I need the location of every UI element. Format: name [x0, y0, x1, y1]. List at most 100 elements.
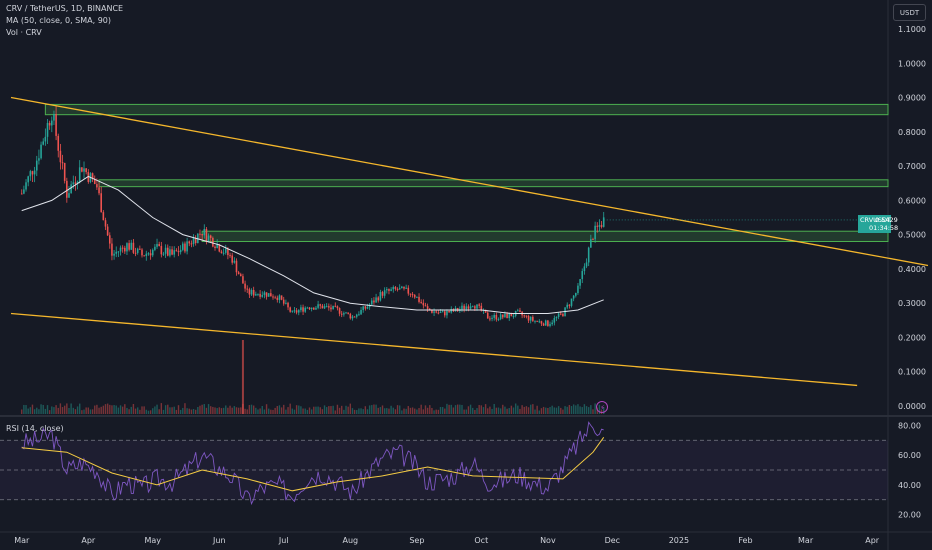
candle-body [424, 305, 427, 307]
volume-bar [504, 406, 506, 414]
price-axis-label: 0.1000 [898, 368, 926, 377]
candle-body [182, 243, 184, 250]
volume-bar [154, 406, 156, 414]
time-axis-label: Apr [865, 536, 880, 545]
volume-bar [68, 407, 70, 414]
candle-body [263, 292, 266, 295]
volume-bar [353, 409, 356, 414]
volume-bar [590, 405, 592, 414]
candle-body [542, 323, 545, 326]
ma-legend[interactable]: MA (50, close, 0, SMA, 90) [6, 16, 112, 25]
candle-body [587, 247, 590, 263]
candle-body [386, 289, 388, 291]
candle-body [501, 314, 504, 318]
candle-body [602, 217, 605, 227]
last-price-tag: CRVUSDT 0.5429 01:34:58 [858, 215, 898, 233]
volume-bar [379, 407, 382, 414]
volume-bar [218, 407, 221, 414]
volume-bar [364, 406, 367, 414]
candle-body [486, 312, 489, 319]
volume-bar [583, 404, 586, 414]
volume-bar [98, 407, 100, 414]
volume-bar [132, 404, 135, 414]
candle-body [29, 171, 32, 177]
candle-body [532, 316, 534, 321]
volume-bar [416, 409, 418, 414]
candle-body [351, 316, 354, 319]
volume-bar [493, 403, 495, 414]
candle-body [392, 287, 395, 290]
volume-bar [182, 407, 184, 414]
candle-body [394, 287, 397, 289]
candle-body [310, 307, 313, 310]
volume-bar [549, 407, 551, 414]
volume-bar [431, 407, 433, 414]
volume-bar [227, 407, 229, 414]
candle-body [439, 312, 442, 314]
rsi-legend[interactable]: RSI (14, close) [6, 424, 64, 433]
candle-body [134, 252, 137, 254]
candle-body [317, 304, 319, 308]
volume-bar [568, 404, 571, 414]
candle-body [145, 253, 148, 257]
candle-body [188, 241, 191, 244]
candle-body [169, 249, 171, 256]
volume-bar [265, 404, 268, 414]
candle-body [480, 305, 483, 311]
volume-bar [388, 408, 390, 414]
volume-bar [424, 405, 427, 414]
candle-body [319, 304, 322, 306]
candle-body [139, 248, 141, 250]
volume-bar [450, 404, 452, 414]
candle-body [218, 244, 221, 252]
volume-bar [476, 408, 478, 414]
candle-body [467, 306, 470, 309]
volume-bar [489, 406, 491, 414]
volume-bar [274, 407, 276, 414]
volume-bar [66, 403, 68, 414]
volume-bar [160, 403, 163, 414]
candle-body [162, 253, 165, 255]
volume-bar [308, 407, 311, 414]
symbol-legend[interactable]: CRV / TetherUS, 1D, BINANCE [6, 4, 124, 13]
candle-body [177, 251, 180, 253]
candle-body [31, 171, 34, 175]
candle-body [373, 300, 375, 303]
volume-bar [137, 407, 139, 414]
currency-button[interactable]: USDT [893, 4, 926, 21]
candle-body [106, 226, 109, 236]
candle-body [297, 310, 300, 313]
candle-body [401, 286, 403, 289]
candle-body [381, 292, 384, 296]
candle-body [274, 297, 276, 299]
candle-body [91, 173, 94, 179]
candle-body [600, 225, 603, 227]
volume-bar [268, 408, 270, 414]
support-resistance-zone [44, 103, 889, 116]
candle-body [171, 249, 173, 255]
candle-body [340, 313, 343, 315]
volume-bar [542, 406, 545, 414]
volume-bar [300, 406, 302, 414]
price-axis-label: 0.0000 [898, 402, 926, 411]
volume-bar [59, 403, 62, 414]
rsi-ma-line [21, 437, 605, 492]
rsi-axis-label: 40.00 [898, 481, 921, 490]
candle-body [493, 314, 495, 318]
price-axis-label: 0.7000 [898, 162, 926, 171]
volume-bar [478, 404, 480, 414]
candle-body [119, 247, 122, 252]
volume-bar [128, 409, 130, 414]
volume-bar [143, 406, 145, 414]
candle-body [147, 253, 150, 255]
volume-legend[interactable]: Vol · CRV [6, 28, 42, 37]
candle-body [544, 320, 547, 326]
volume-bar [456, 404, 459, 414]
volume-bar [538, 410, 540, 414]
volume-bar [44, 408, 47, 414]
volume-bar [523, 406, 525, 414]
candle-body [151, 249, 154, 256]
candle-body [534, 320, 536, 322]
volume-bar [261, 406, 263, 414]
